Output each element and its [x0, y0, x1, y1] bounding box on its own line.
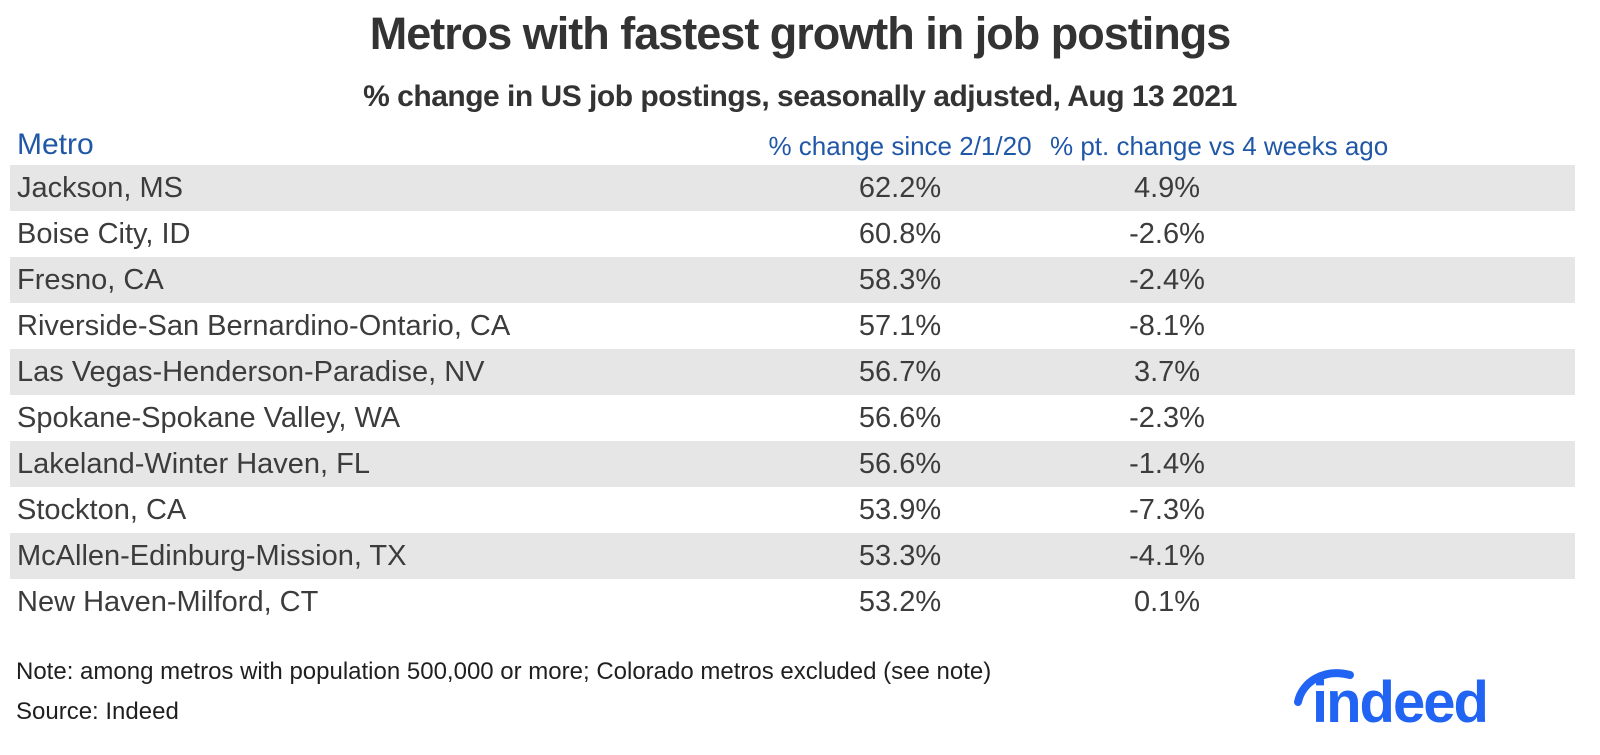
page-title: Metros with fastest growth in job postin…: [369, 8, 1232, 59]
column-header-change-since: % change since 2/1/20: [768, 131, 1032, 161]
change-since-cell: 53.9%: [858, 493, 942, 526]
change-since-cell: 62.2%: [858, 171, 942, 204]
metro-cell: Jackson, MS: [17, 171, 183, 204]
table-row: Jackson, MS 62.2% 4.9%: [10, 165, 1575, 211]
pt-change-cell: 0.1%: [1133, 585, 1201, 618]
table-row: Riverside-San Bernardino-Ontario, CA 57.1…: [10, 303, 1575, 349]
metro-cell: Las Vegas-Henderson-Paradise, NV: [17, 355, 485, 388]
pt-change-cell: -7.3%: [1129, 493, 1205, 526]
change-since-cell: 56.6%: [858, 447, 942, 480]
metro-cell: McAllen-Edinburg-Mission, TX: [17, 539, 407, 572]
source-line: Source: Indeed: [16, 698, 179, 725]
column-header-metro: Metro: [17, 128, 94, 161]
table-row: Stockton, CA 53.9% -7.3%: [10, 487, 1575, 533]
pt-change-cell: -1.4%: [1129, 447, 1205, 480]
svg-text:indeed: indeed: [1312, 670, 1487, 732]
pt-change-cell: 4.9%: [1133, 171, 1201, 204]
metro-cell: Fresno, CA: [17, 263, 164, 296]
table-row: Lakeland-Winter Haven, FL 56.6% -1.4%: [10, 441, 1575, 487]
page-subtitle: % change in US job postings, seasonally …: [363, 80, 1237, 113]
table-header-row: Metro % change since 2/1/20 % pt. change…: [10, 122, 1575, 165]
table-row: Spokane-Spokane Valley, WA 56.6% -2.3%: [10, 395, 1575, 441]
metro-cell: New Haven-Milford, CT: [17, 585, 319, 618]
pt-change-cell: -4.1%: [1129, 539, 1205, 572]
table-row: New Haven-Milford, CT 53.2% 0.1%: [10, 579, 1575, 625]
change-since-cell: 56.7%: [858, 355, 942, 388]
change-since-cell: 56.6%: [858, 401, 942, 434]
metro-cell: Boise City, ID: [17, 217, 191, 250]
metro-cell: Stockton, CA: [17, 493, 187, 526]
change-since-cell: 57.1%: [858, 309, 942, 342]
table-body: Jackson, MS 62.2% 4.9% Boise City, ID 60.8% -…: [10, 165, 1575, 625]
metro-cell: Spokane-Spokane Valley, WA: [17, 401, 401, 434]
footnote: Note: among metros with population 500,0…: [16, 658, 992, 685]
table-row: Boise City, ID 60.8% -2.6%: [10, 211, 1575, 257]
pt-change-cell: -8.1%: [1129, 309, 1205, 342]
pt-change-cell: -2.4%: [1129, 263, 1205, 296]
change-since-cell: 58.3%: [858, 263, 942, 296]
column-header-pt-change: % pt. change vs 4 weeks ago: [1050, 131, 1389, 161]
metro-cell: Riverside-San Bernardino-Ontario, CA: [17, 309, 511, 342]
pt-change-cell: -2.6%: [1129, 217, 1205, 250]
table-row: Fresno, CA 58.3% -2.4%: [10, 257, 1575, 303]
change-since-cell: 53.2%: [858, 585, 942, 618]
change-since-cell: 60.8%: [858, 217, 942, 250]
pt-change-cell: 3.7%: [1133, 355, 1201, 388]
pt-change-cell: -2.3%: [1129, 401, 1205, 434]
table-row: Las Vegas-Henderson-Paradise, NV 56.7% 3.7…: [10, 349, 1575, 395]
table-row: McAllen-Edinburg-Mission, TX 53.3% -4.1%: [10, 533, 1575, 579]
metro-cell: Lakeland-Winter Haven, FL: [17, 447, 370, 480]
change-since-cell: 53.3%: [858, 539, 942, 572]
indeed-logo: indeed: [1294, 669, 1489, 732]
